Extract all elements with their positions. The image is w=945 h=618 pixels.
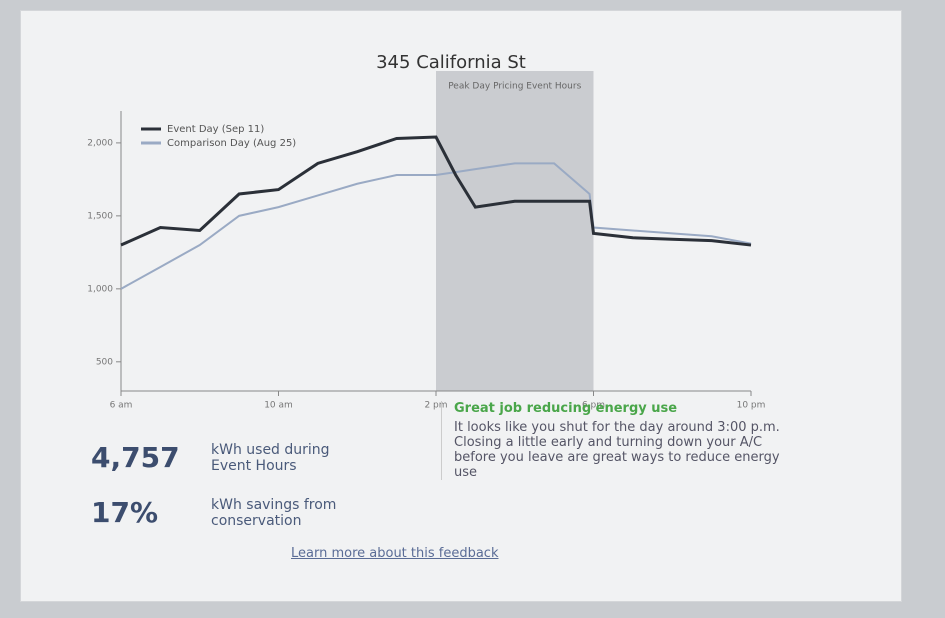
x-tick-label: 10 am — [264, 401, 293, 411]
legend-label: Comparison Day (Aug 25) — [167, 138, 296, 149]
event-window-label: Peak Day Pricing Event Hours — [448, 82, 581, 92]
y-tick-label: 1,000 — [87, 284, 113, 294]
page: 345 California St Peak Day Pricing Event… — [0, 0, 945, 618]
stat-value: 4,757 — [91, 441, 211, 474]
x-tick-label: 6 am — [110, 401, 133, 411]
feedback-link[interactable]: Learn more about this feedback — [291, 546, 499, 561]
stat-label: kWh used during Event Hours — [211, 442, 371, 474]
legend-label: Event Day (Sep 11) — [167, 124, 264, 135]
y-tick-label: 1,500 — [87, 211, 113, 221]
feedback-title: Great job reducing energy use — [454, 401, 784, 416]
stat-label: kWh savings from conservation — [211, 497, 371, 529]
feedback: Great job reducing energy use It looks l… — [441, 401, 784, 480]
chart-title: 345 California St — [376, 52, 526, 73]
y-tick-label: 500 — [96, 357, 113, 367]
stat-value: 17% — [91, 496, 211, 529]
stat: 17% kWh savings from conservation — [91, 496, 371, 529]
card: 345 California St Peak Day Pricing Event… — [20, 10, 902, 602]
stat: 4,757 kWh used during Event Hours — [91, 441, 371, 474]
y-tick-label: 2,000 — [87, 138, 113, 148]
event-window — [436, 71, 594, 391]
feedback-body: It looks like you shut for the day aroun… — [454, 420, 784, 480]
